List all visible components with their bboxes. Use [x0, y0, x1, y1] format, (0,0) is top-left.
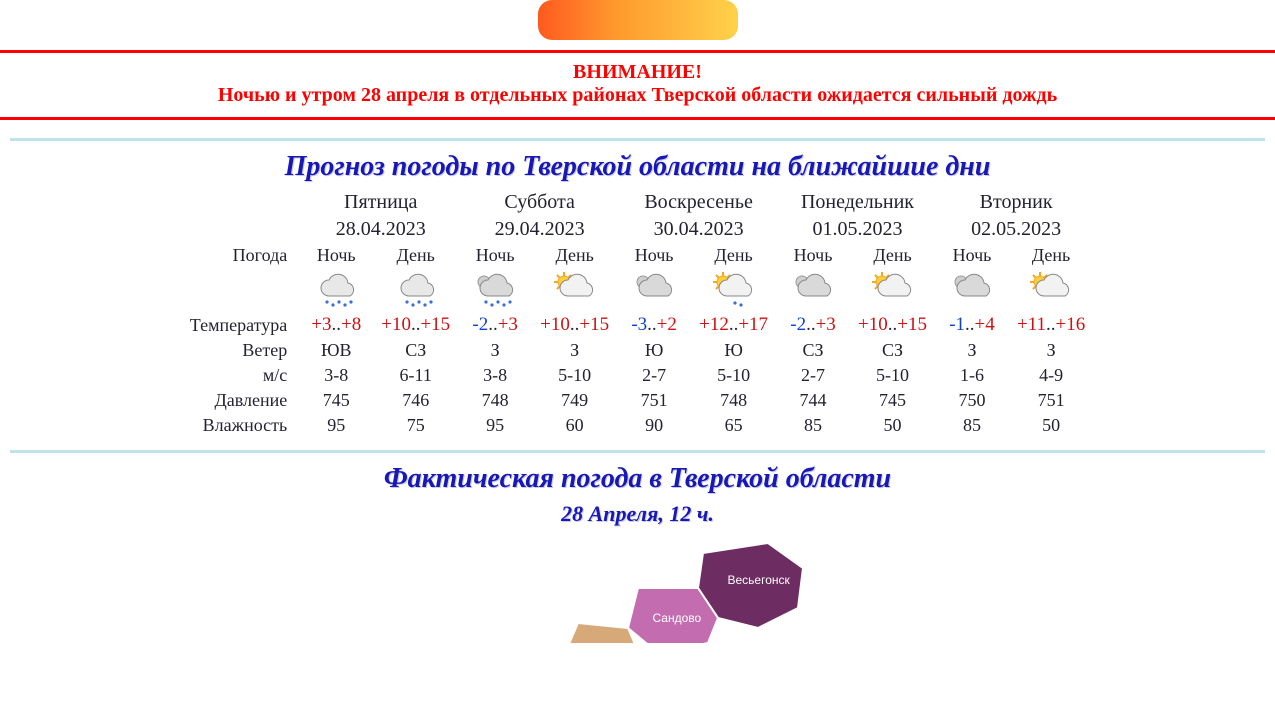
row-label-humidity: Влажность [180, 413, 301, 438]
actual-heading: Фактическая погода в Тверской области [0, 463, 1275, 495]
forecast-row-pressure: Давление 745746 748749 751748 744745 750… [180, 388, 1095, 413]
night-cloud-icon [619, 268, 689, 312]
alert-text: Ночью и утром 28 апреля в отдельных райо… [0, 84, 1275, 107]
date-3: 01.05.2023 [778, 216, 937, 243]
map-label-sandovo: Сандово [653, 611, 702, 625]
forecast-row-nightday: Погода НочьДень НочьДень НочьДень НочьДе… [180, 243, 1095, 268]
forecast-row-date: 28.04.2023 29.04.2023 30.04.2023 01.05.2… [180, 216, 1095, 243]
forecast-row-winddir: Ветер ЮВСЗ ЗЗ ЮЮ СЗСЗ ЗЗ [180, 338, 1095, 363]
night-cloud-icon [937, 268, 1007, 312]
sun-cloud-icon [1007, 268, 1095, 312]
top-gradient-badge [538, 0, 738, 40]
forecast-row-windspd: м/с 3-86-11 3-85-10 2-75-10 2-75-10 1-64… [180, 363, 1095, 388]
forecast-row-humidity: Влажность 9575 9560 9065 8550 8550 [180, 413, 1095, 438]
row-label-wind: Ветер [180, 338, 301, 363]
dow-4: Вторник [937, 189, 1095, 216]
date-4: 02.05.2023 [937, 216, 1095, 243]
forecast-row-dow: Пятница Суббота Воскресенье Понедельник … [180, 189, 1095, 216]
date-2: 30.04.2023 [619, 216, 778, 243]
section-divider [10, 450, 1265, 453]
forecast-row-temp: Температура +3..+8+10..+15 -2..+3+10..+1… [180, 312, 1095, 338]
forecast-row-icons [180, 268, 1095, 312]
dow-3: Понедельник [778, 189, 937, 216]
alert-banner: ВНИМАНИЕ! Ночью и утром 28 апреля в отде… [0, 50, 1275, 120]
rain-icon [301, 268, 371, 312]
map-label-vesegonsk: Весьегонск [728, 573, 790, 587]
night-cloud-icon [778, 268, 848, 312]
section-divider [10, 138, 1265, 141]
forecast-table: Пятница Суббота Воскресенье Понедельник … [180, 189, 1095, 438]
sun-cloud-icon [530, 268, 619, 312]
row-label-wind-unit: м/с [180, 363, 301, 388]
date-0: 28.04.2023 [301, 216, 460, 243]
date-1: 29.04.2023 [460, 216, 619, 243]
sun-light-rain-icon [689, 268, 778, 312]
night-rain-icon [460, 268, 530, 312]
row-label-pressure: Давление [180, 388, 301, 413]
dow-1: Суббота [460, 189, 619, 216]
dow-0: Пятница [301, 189, 460, 216]
dow-2: Воскресенье [619, 189, 778, 216]
sun-cloud-icon [848, 268, 937, 312]
row-label-weather: Погода [180, 243, 301, 268]
actual-subheading: 28 Апреля, 12 ч. [0, 501, 1275, 527]
row-label-temperature: Температура [180, 312, 301, 338]
rain-icon [371, 268, 460, 312]
forecast-heading: Прогноз погоды по Тверской области на бл… [0, 151, 1275, 183]
region-map: Весьегонск Сандово [428, 533, 848, 643]
alert-title: ВНИМАНИЕ! [0, 61, 1275, 84]
